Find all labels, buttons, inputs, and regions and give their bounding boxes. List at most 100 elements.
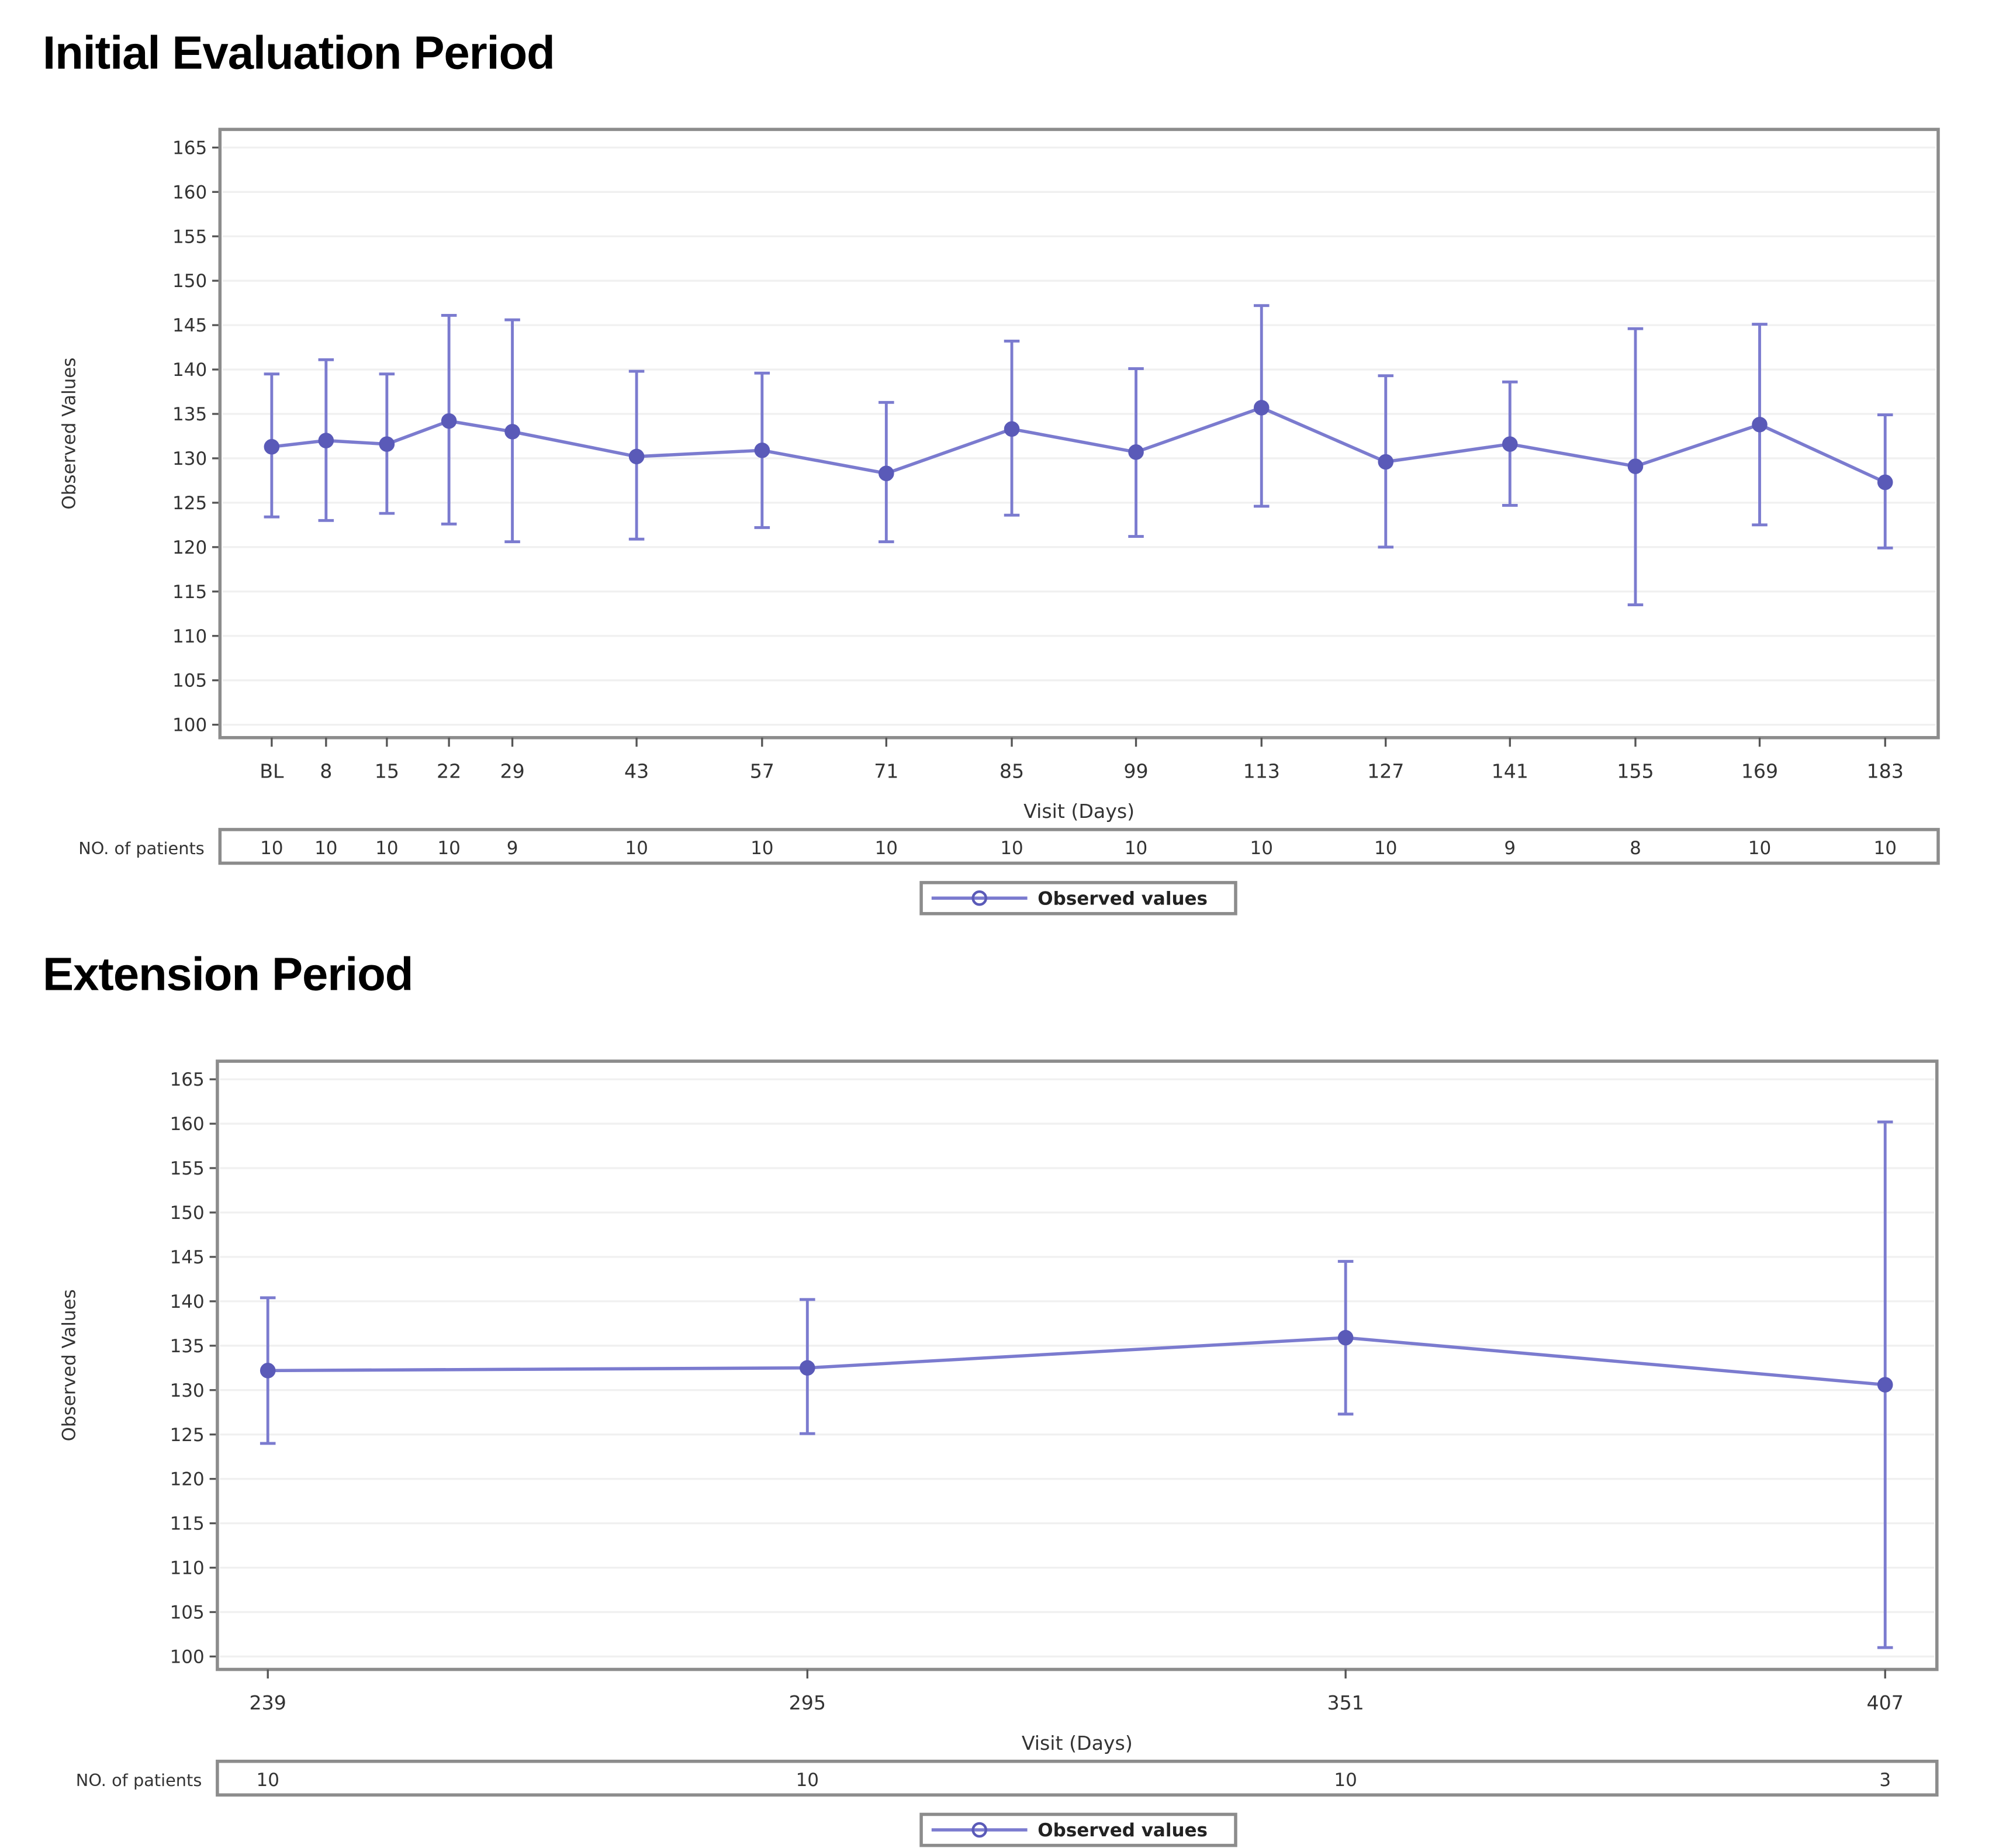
data-point-marker [441, 413, 457, 429]
data-point-marker [260, 1363, 276, 1379]
patient-count-box [216, 1759, 1939, 1797]
plot-frame [216, 1059, 1939, 1671]
patient-count-value: 10 [1125, 838, 1147, 859]
series-line [271, 406, 1886, 484]
section-title-initial: Initial Evaluation Period [43, 26, 555, 80]
y-tick-label: 110 [170, 1558, 205, 1579]
data-point-marker [1253, 400, 1270, 416]
patient-count-value: 8 [1630, 838, 1641, 859]
y-tick-label: 100 [170, 1646, 205, 1667]
x-tick-label: 71 [874, 759, 898, 782]
x-tick-label: 351 [1327, 1691, 1364, 1714]
y-tick-label: 150 [170, 1203, 205, 1224]
patient-count-value: 10 [1873, 838, 1896, 859]
data-point-marker [1378, 454, 1394, 470]
y-tick-label: 165 [172, 137, 207, 158]
x-axis-label: Visit (Days) [1023, 800, 1135, 823]
patient-count-value: 10 [260, 838, 283, 859]
plot-frame [218, 127, 1940, 740]
patient-count-value: 10 [1334, 1770, 1357, 1791]
x-tick-label: 407 [1867, 1691, 1904, 1714]
section-title-extension: Extension Period [43, 947, 413, 1001]
y-tick-label: 105 [170, 1602, 205, 1624]
y-tick-label: 130 [170, 1380, 205, 1401]
patient-count-value: 10 [796, 1770, 819, 1791]
data-point-marker [1627, 458, 1644, 474]
y-tick-label: 115 [170, 1514, 205, 1535]
patient-count-value: 10 [751, 838, 773, 859]
y-tick-label: 140 [172, 360, 207, 381]
patient-count-value: 10 [625, 838, 648, 859]
y-tick-label: 165 [170, 1069, 205, 1090]
patient-count-value: 10 [314, 838, 337, 859]
x-tick-label: 141 [1492, 759, 1528, 782]
patient-count-value: 10 [875, 838, 898, 859]
patient-count-label: NO. of patients [76, 1770, 202, 1790]
data-point-marker [1128, 444, 1144, 460]
patient-count-value: 9 [1504, 838, 1516, 859]
data-point-marker [1337, 1329, 1354, 1346]
y-tick-label: 100 [172, 715, 207, 736]
x-tick-label: 295 [789, 1691, 826, 1714]
x-tick-label: 29 [500, 759, 524, 782]
x-axis-label: Visit (Days) [1022, 1732, 1133, 1754]
x-tick-label: 169 [1741, 759, 1778, 782]
legend-label: Observed values [1037, 1820, 1208, 1841]
y-tick-label: 160 [172, 182, 207, 203]
patient-count-value: 10 [256, 1770, 279, 1791]
y-tick-label: 155 [170, 1158, 205, 1179]
data-point-marker [800, 1360, 815, 1376]
data-point-marker [264, 438, 280, 455]
y-tick-label: 120 [172, 537, 207, 558]
y-tick-label: 115 [172, 582, 207, 603]
y-tick-label: 140 [170, 1291, 205, 1312]
y-tick-label: 150 [172, 271, 207, 292]
y-tick-label: 125 [172, 493, 207, 514]
patient-count-label: NO. of patients [78, 838, 205, 858]
data-point-marker [1877, 1377, 1893, 1393]
chart-initial-evaluation: 100 105 110 115 120 125 130 135 140 145 150 155 160 1… [58, 127, 1940, 916]
y-tick-label: 135 [170, 1336, 205, 1357]
y-tick-label: 130 [172, 448, 207, 469]
data-point-marker [379, 436, 395, 452]
y-tick-label: 105 [172, 671, 207, 692]
patient-count-value: 10 [437, 838, 460, 859]
legend-label: Observed values [1037, 888, 1208, 909]
x-tick-label: 99 [1123, 759, 1148, 782]
patient-count-box [218, 828, 1940, 865]
series-line [268, 1336, 1886, 1387]
chart-extension: 100 105 110 115 120 125 130 135 140 145 150 155 160 1… [58, 1059, 1939, 1847]
data-point-marker [1877, 474, 1893, 491]
patient-count-value: 10 [1000, 838, 1023, 859]
data-point-marker [628, 448, 645, 465]
x-tick-label: 57 [750, 759, 774, 782]
x-tick-label: 155 [1617, 759, 1654, 782]
data-point-marker [754, 443, 770, 458]
patient-count-value: 10 [1748, 838, 1771, 859]
x-tick-label: 15 [375, 759, 399, 782]
legend-marker-icon [971, 890, 987, 906]
y-tick-label: 125 [170, 1425, 205, 1446]
patient-count-value: 10 [1250, 838, 1273, 859]
x-tick-label: 8 [320, 759, 332, 782]
y-tick-label: 155 [172, 226, 207, 247]
x-tick-label: 22 [437, 759, 461, 782]
patient-count-value: 10 [375, 838, 398, 859]
x-tick-label: 239 [250, 1691, 286, 1714]
y-tick-label: 160 [170, 1114, 205, 1135]
data-point-marker [1502, 436, 1518, 452]
y-axis-label: Observed Values [58, 1289, 79, 1441]
x-tick-label: 85 [1000, 759, 1024, 782]
y-tick-label: 135 [172, 404, 207, 425]
y-tick-label: 120 [170, 1469, 205, 1490]
x-tick-label: 127 [1367, 759, 1404, 782]
patient-count-value: 9 [507, 838, 518, 859]
x-tick-label: BL [260, 759, 284, 782]
y-tick-label: 145 [172, 315, 207, 336]
y-axis-label: Observed Values [58, 357, 79, 509]
data-point-marker [504, 424, 520, 440]
legend-marker-icon [971, 1822, 987, 1838]
x-tick-label: 43 [624, 759, 649, 782]
y-tick-label: 110 [172, 626, 207, 647]
